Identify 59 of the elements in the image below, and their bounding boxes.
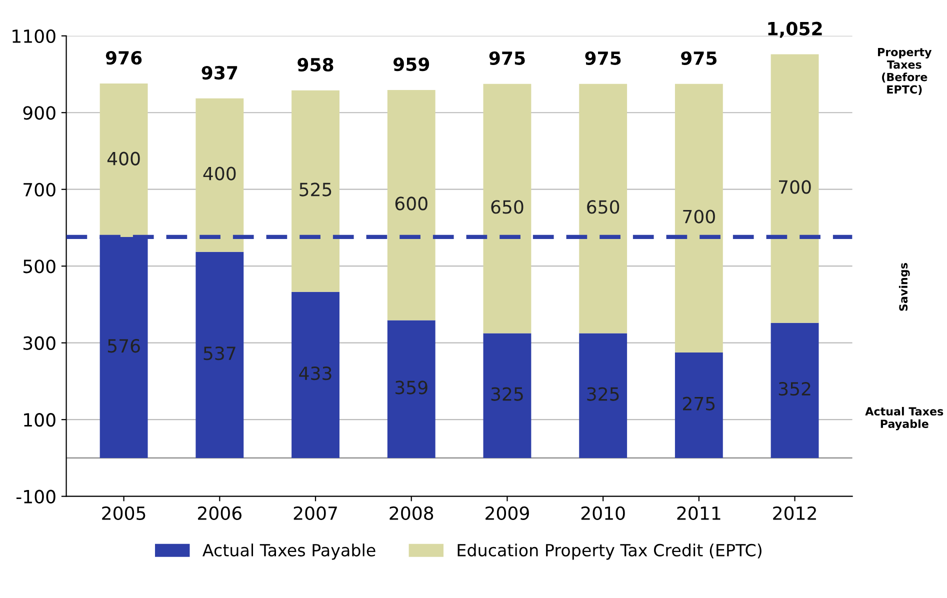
x-tick-label: 2005: [102, 506, 146, 520]
data-label: 650: [587, 200, 620, 214]
bar: [387, 320, 436, 458]
x-tick-label: 2008: [390, 506, 434, 520]
total-label: 975: [585, 51, 621, 65]
data-label: 352: [778, 382, 810, 396]
y-tick-label: 100: [24, 413, 56, 427]
bar: [579, 333, 628, 458]
data-label: 400: [203, 166, 236, 180]
data-label: 576: [108, 339, 140, 353]
y-tick-label: -100: [16, 490, 56, 504]
total-label: 937: [202, 66, 238, 80]
bar: [674, 352, 723, 458]
data-label: 525: [300, 182, 332, 196]
bar: [483, 84, 532, 334]
total-label: 976: [106, 50, 142, 65]
y-tick-label: 900: [23, 106, 56, 120]
legend-label: Education Property Tax Credit (EPTC): [458, 544, 762, 560]
data-label: 700: [683, 210, 715, 224]
bar: [674, 84, 723, 352]
data-label: 275: [683, 396, 715, 410]
data-label: 325: [587, 387, 619, 401]
bar: [292, 292, 340, 458]
data-label: 700: [779, 180, 811, 194]
bar: [770, 322, 819, 458]
data-label: 433: [299, 366, 332, 380]
text: Property Taxes (Before EPTC): [878, 48, 932, 95]
x-tick-label: 2012: [773, 506, 816, 520]
total-label: 958: [298, 58, 334, 72]
x-tick-label: 2010: [581, 506, 625, 520]
y-tick-label: 300: [23, 336, 56, 350]
total-label: 975: [489, 51, 525, 65]
total-label: 959: [393, 57, 430, 72]
data-label: 600: [395, 196, 428, 210]
y-tick-label: 500: [24, 260, 56, 274]
bar: [196, 98, 244, 252]
data-label: 400: [107, 152, 140, 166]
data-label: 325: [491, 387, 523, 401]
text: Actual Taxes Payable: [865, 406, 944, 430]
y-tick-label: 1100: [12, 29, 56, 43]
data-label: 359: [396, 380, 428, 394]
x-tick-label: 2007: [294, 506, 337, 520]
legend-label: Actual Taxes Payable: [202, 544, 376, 560]
bar: [483, 333, 532, 458]
total-label: 975: [681, 51, 717, 65]
x-tick-label: 2009: [486, 506, 529, 520]
x-tick-label: 2006: [198, 506, 242, 520]
text: Savings: [898, 263, 910, 311]
bar: [196, 252, 244, 458]
total-label: 1,052: [768, 22, 822, 38]
bar: [770, 54, 819, 323]
data-label: 650: [491, 200, 524, 214]
bar: [292, 90, 340, 292]
x-tick-label: 2011: [677, 506, 720, 520]
bar: [387, 90, 436, 320]
bar: [579, 84, 628, 334]
bar: [100, 83, 148, 237]
y-tick-label: 700: [24, 182, 56, 196]
data-label: 537: [204, 346, 236, 360]
